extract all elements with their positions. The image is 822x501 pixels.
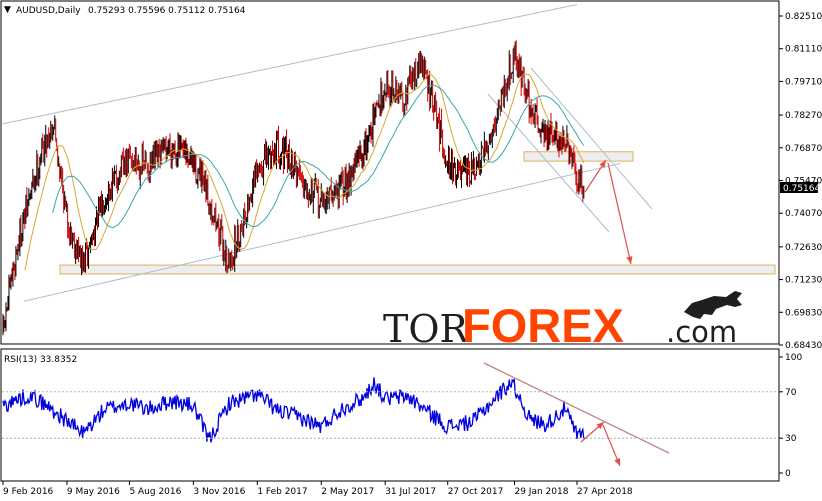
chart-symbol-label: AUDUSD,Daily (16, 6, 81, 16)
rsi-arrow-down (602, 424, 621, 467)
chart-ohlc-label: 0.75293 0.75596 0.75112 0.75164 (88, 6, 246, 16)
time-tick-label: 1 Feb 2017 (257, 487, 307, 497)
price-tick-label: 0.81110 (785, 45, 822, 55)
time-tick-label: 27 Apr 2018 (577, 487, 633, 497)
candlestick-series (2, 40, 585, 336)
time-tick-label: 27 Oct 2017 (448, 487, 504, 497)
current-price-label: 0.75164 (783, 184, 820, 194)
ma-fast-line (24, 72, 585, 271)
ma-slow-line (52, 84, 585, 229)
price-tick-label: 0.76870 (785, 144, 822, 154)
time-tick-label: 9 Feb 2016 (3, 487, 54, 497)
price-tick-label: 0.78270 (785, 111, 822, 121)
rsi-axis: 100 70 30 0 (2, 353, 802, 479)
time-axis: 9 Feb 2016 9 May 2016 5 Aug 2016 3 Nov 2016… (2, 481, 633, 497)
price-tick-label: 0.79710 (785, 77, 822, 87)
channel-upper-line (2, 4, 578, 125)
rsi-tick-label: 0 (785, 469, 791, 479)
rsi-tick-label: 30 (785, 434, 797, 444)
channel-lower-line (23, 162, 621, 302)
time-tick-label: 29 Jan 2018 (514, 487, 568, 497)
price-tick-label: 0.75470 (785, 177, 822, 187)
price-arrow-down (607, 162, 632, 265)
falling-channel-upper (530, 67, 653, 210)
watermark-forex: FOREX (462, 299, 624, 352)
time-tick-label: 9 May 2016 (67, 487, 120, 497)
time-tick-label: 3 Nov 2016 (193, 487, 245, 497)
current-price-badge: 0.75164 (780, 182, 820, 194)
rsi-tick-label: 100 (785, 353, 802, 363)
time-tick-label: 2 May 2017 (321, 487, 374, 497)
support-zone (59, 264, 776, 275)
time-tick-label: 31 Jul 2017 (385, 487, 436, 497)
rsi-arrow-down-head (614, 458, 621, 466)
price-axis: 0.82510 0.81110 0.79710 0.78270 0.76870 0.754… (779, 12, 822, 351)
watermark-dotcom: .com (666, 315, 737, 349)
forecast-arrows (580, 159, 633, 467)
rsi-panel (0, 348, 780, 482)
rsi-line (2, 377, 585, 443)
price-tick-label: 0.74070 (785, 209, 822, 219)
rsi-arrow-up-head (596, 422, 604, 430)
time-tick-label: 5 Aug 2016 (129, 487, 181, 497)
price-arrow-up-head (599, 160, 606, 168)
price-arrow-down-head (626, 256, 633, 264)
price-tick-label: 0.82510 (785, 12, 822, 22)
price-tick-label: 0.72630 (785, 243, 822, 253)
rsi-header-label: RSI(13) 33.8352 (4, 355, 77, 365)
price-panel (0, 0, 780, 345)
chart-header-caret: ▼ (4, 5, 11, 15)
rsi-tick-label: 70 (785, 388, 797, 398)
zones-layer (59, 151, 776, 275)
price-tick-label: 0.68430 (785, 341, 822, 351)
watermark-tor: TOR (383, 307, 469, 351)
price-tick-label: 0.71230 (785, 276, 822, 286)
bull-logo-icon (684, 291, 742, 319)
price-tick-label: 0.69830 (785, 308, 822, 318)
moving-average-lines (24, 72, 585, 271)
torforex-watermark: TOR FOREX .com (383, 291, 742, 352)
